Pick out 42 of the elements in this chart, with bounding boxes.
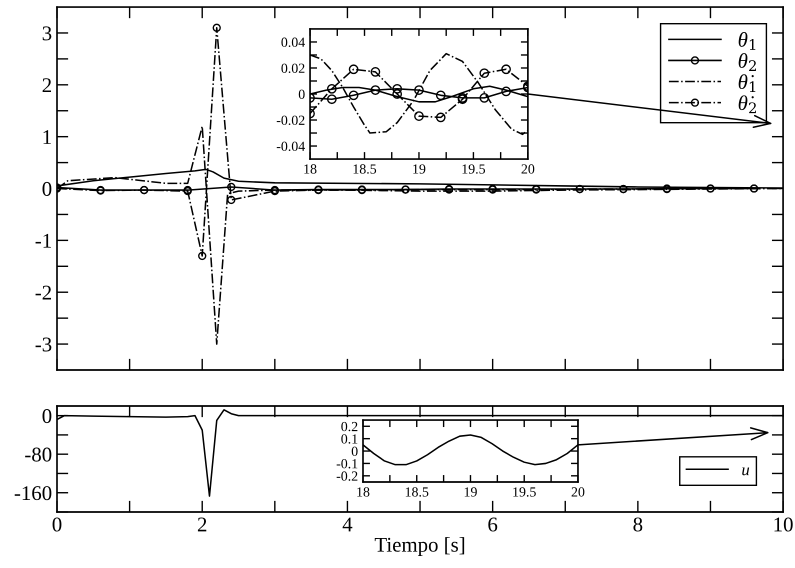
x-tick-label: 19 xyxy=(413,164,426,174)
legend-label: θ̇$_{1}$ xyxy=(738,74,756,92)
y-tick-label: -0.04 xyxy=(276,142,305,152)
x-tick-label: 18 xyxy=(304,164,316,174)
legend-label: θ$_{1}$ xyxy=(738,32,756,50)
x-tick-label: 4 xyxy=(342,518,352,532)
y-tick-label: -80 xyxy=(25,448,52,462)
y-tick-label: 0 xyxy=(42,182,52,196)
y-tick-label: -3 xyxy=(36,338,52,352)
x-tick-label: 18.5 xyxy=(406,487,428,497)
y-tick-label: 0.1 xyxy=(341,434,358,444)
legend-label: θ̇$_{2}$ xyxy=(738,95,756,114)
y-tick-label: -0.2 xyxy=(336,471,358,481)
y-tick-label: 0.04 xyxy=(281,38,305,47)
x-tick-label: 6 xyxy=(488,518,498,532)
x-tick-label: 20 xyxy=(522,164,534,174)
y-tick-label: 0 xyxy=(352,446,358,456)
y-tick-label: 2 xyxy=(42,78,51,92)
y-tick-label: 3 xyxy=(42,26,52,40)
y-tick-label: -2 xyxy=(36,286,51,300)
legend-label: θ$_{2}$ xyxy=(738,53,756,71)
x-tick-label: 18 xyxy=(357,487,370,497)
x-tick-label: 10 xyxy=(774,517,793,532)
x-tick-label: 19 xyxy=(464,487,477,497)
x-tick-label: 19.5 xyxy=(462,164,486,174)
x-tick-label: 18.5 xyxy=(354,164,376,174)
y-tick-label: 0 xyxy=(298,90,305,99)
legend-label: u xyxy=(742,467,750,476)
x-axis-title: Tiempo [s] xyxy=(374,537,464,556)
y-tick-label: -160 xyxy=(14,486,52,500)
y-tick-label: -1 xyxy=(36,234,51,248)
y-tick-label: -0.02 xyxy=(276,116,304,126)
x-tick-label: 0 xyxy=(52,517,62,532)
x-tick-label: 8 xyxy=(633,517,642,532)
y-tick-label: 1 xyxy=(44,130,51,144)
y-tick-label: 0.2 xyxy=(341,422,358,432)
x-tick-label: 2 xyxy=(198,518,206,532)
y-tick-label: 0.02 xyxy=(281,64,304,74)
x-tick-label: 20 xyxy=(572,487,584,497)
y-tick-label: -0.1 xyxy=(336,459,358,468)
x-tick-label: 19.5 xyxy=(513,487,536,497)
y-tick-label: 0 xyxy=(42,409,52,424)
